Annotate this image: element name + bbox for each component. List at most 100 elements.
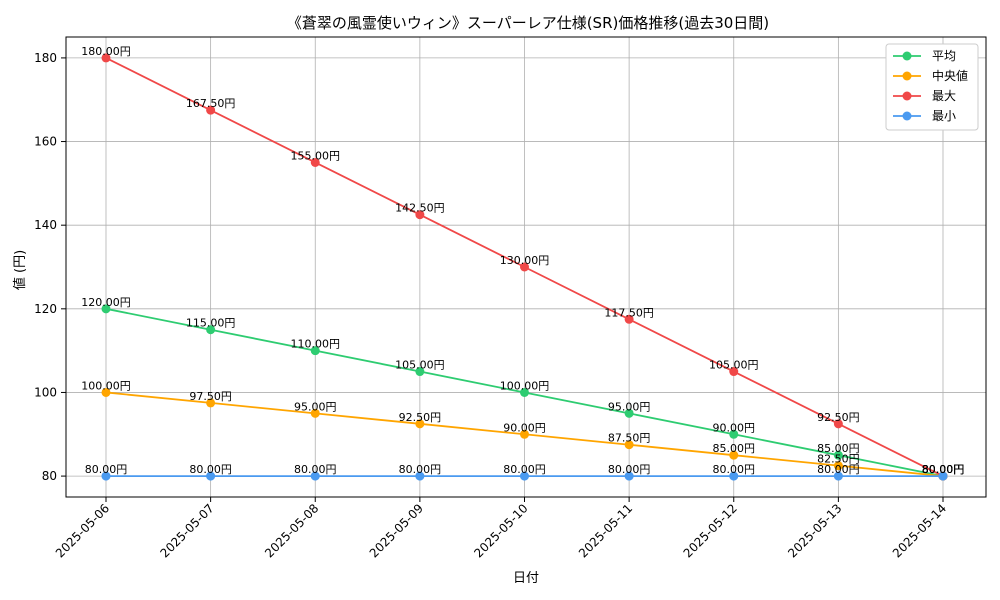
chart-title: 《蒼翠の風霊使いウィン》スーパーレア仕様(SR)価格推移(過去30日間) bbox=[287, 14, 769, 32]
data-point bbox=[206, 105, 216, 115]
data-label: 167.50円 bbox=[186, 97, 236, 110]
legend-label: 最大 bbox=[932, 89, 956, 103]
data-label: 87.50円 bbox=[608, 432, 651, 445]
y-tick-label: 120 bbox=[34, 302, 57, 316]
data-label: 105.00円 bbox=[395, 359, 445, 372]
data-label: 130.00円 bbox=[500, 254, 550, 267]
x-tick-label: 2025-05-09 bbox=[367, 501, 426, 560]
data-label: 155.00円 bbox=[291, 149, 341, 162]
legend-swatch-marker bbox=[902, 111, 912, 121]
data-label: 80.00円 bbox=[189, 463, 232, 476]
data-point bbox=[206, 471, 216, 481]
x-tick-label: 2025-05-12 bbox=[681, 501, 740, 560]
legend-label: 最小 bbox=[932, 109, 956, 123]
data-point bbox=[520, 387, 529, 397]
data-label: 80.00円 bbox=[922, 463, 965, 476]
data-label: 80.00円 bbox=[399, 463, 442, 476]
data-point bbox=[833, 471, 843, 481]
y-tick-label: 180 bbox=[34, 51, 57, 65]
series-group bbox=[101, 53, 948, 481]
data-label: 80.00円 bbox=[85, 463, 128, 476]
data-point bbox=[624, 408, 634, 418]
data-point bbox=[624, 314, 634, 324]
data-label: 95.00円 bbox=[294, 400, 337, 413]
data-point bbox=[101, 387, 111, 397]
data-point bbox=[310, 346, 320, 356]
data-label: 80.00円 bbox=[922, 463, 965, 476]
data-point bbox=[624, 471, 634, 481]
y-axis: 80 100 120 140 160 180 bbox=[34, 51, 66, 483]
x-axis: 2025-05-06 2025-05-07 2025-05-08 2025-05-09… bbox=[53, 497, 949, 560]
legend-label: 平均 bbox=[932, 49, 956, 63]
data-label: 90.00円 bbox=[713, 421, 756, 434]
data-label: 90.00円 bbox=[503, 421, 546, 434]
y-tick-label: 80 bbox=[42, 469, 57, 483]
data-point bbox=[415, 419, 425, 429]
data-point bbox=[415, 471, 425, 481]
data-label: 92.50円 bbox=[817, 411, 860, 424]
y-axis-label: 値 (円) bbox=[12, 250, 28, 290]
data-label: 95.00円 bbox=[608, 400, 651, 413]
data-label: 80.00円 bbox=[922, 463, 965, 476]
data-point bbox=[415, 367, 425, 377]
data-point bbox=[101, 304, 111, 314]
data-point bbox=[101, 471, 111, 481]
data-label: 80.00円 bbox=[713, 463, 756, 476]
data-point bbox=[415, 210, 425, 220]
data-point bbox=[310, 157, 320, 167]
x-tick-label: 2025-05-10 bbox=[471, 501, 530, 560]
x-tick-label: 2025-05-13 bbox=[785, 501, 844, 560]
data-label: 142.50円 bbox=[395, 202, 445, 215]
x-axis-label: 日付 bbox=[513, 571, 539, 586]
data-label: 80.00円 bbox=[922, 463, 965, 476]
x-tick-label: 2025-05-08 bbox=[262, 501, 321, 560]
legend-swatch-marker bbox=[902, 91, 912, 101]
data-label: 117.50円 bbox=[604, 306, 654, 319]
data-point bbox=[833, 419, 843, 429]
data-label: 105.00円 bbox=[709, 359, 759, 372]
data-point bbox=[310, 408, 320, 418]
data-point bbox=[833, 450, 843, 460]
x-tick-label: 2025-05-06 bbox=[53, 501, 112, 560]
legend-label: 中央値 bbox=[932, 68, 968, 83]
data-label: 80.00円 bbox=[817, 463, 860, 476]
data-point bbox=[206, 398, 216, 408]
data-label: 115.00円 bbox=[186, 317, 236, 330]
data-point bbox=[938, 471, 948, 481]
data-label: 80.00円 bbox=[608, 463, 651, 476]
data-label: 80.00円 bbox=[294, 463, 337, 476]
data-point bbox=[729, 429, 739, 439]
data-point bbox=[833, 461, 843, 471]
legend-box bbox=[885, 43, 979, 131]
legend-swatch-marker bbox=[902, 71, 912, 81]
data-point bbox=[729, 471, 739, 481]
data-point bbox=[520, 471, 529, 481]
data-label: 120.00円 bbox=[81, 296, 131, 309]
data-point bbox=[310, 471, 320, 481]
data-label: 100.00円 bbox=[500, 379, 550, 392]
y-tick-label: 160 bbox=[34, 135, 57, 149]
data-point bbox=[520, 262, 529, 272]
data-label: 85.00円 bbox=[817, 442, 860, 455]
x-tick-label: 2025-05-07 bbox=[158, 501, 217, 560]
x-tick-label: 2025-05-11 bbox=[576, 501, 635, 560]
data-label: 80.00円 bbox=[503, 463, 546, 476]
y-tick-label: 100 bbox=[34, 385, 57, 399]
data-point bbox=[729, 450, 739, 460]
y-tick-label: 140 bbox=[34, 218, 57, 232]
x-tick-label: 2025-05-14 bbox=[890, 501, 949, 560]
plot-area bbox=[65, 36, 987, 498]
legend-swatch-marker bbox=[902, 51, 912, 61]
data-point bbox=[729, 367, 739, 377]
data-label: 97.50円 bbox=[189, 390, 232, 403]
data-label: 92.50円 bbox=[399, 411, 442, 424]
data-label: 85.00円 bbox=[713, 442, 756, 455]
data-point bbox=[206, 325, 216, 335]
data-label: 100.00円 bbox=[81, 379, 131, 392]
data-labels: 120.00円 115.00円 110.00円 105.00円 100.00円 95.00… bbox=[81, 45, 964, 476]
data-point bbox=[101, 53, 111, 63]
data-point bbox=[520, 429, 529, 439]
data-label: 180.00円 bbox=[81, 45, 131, 58]
